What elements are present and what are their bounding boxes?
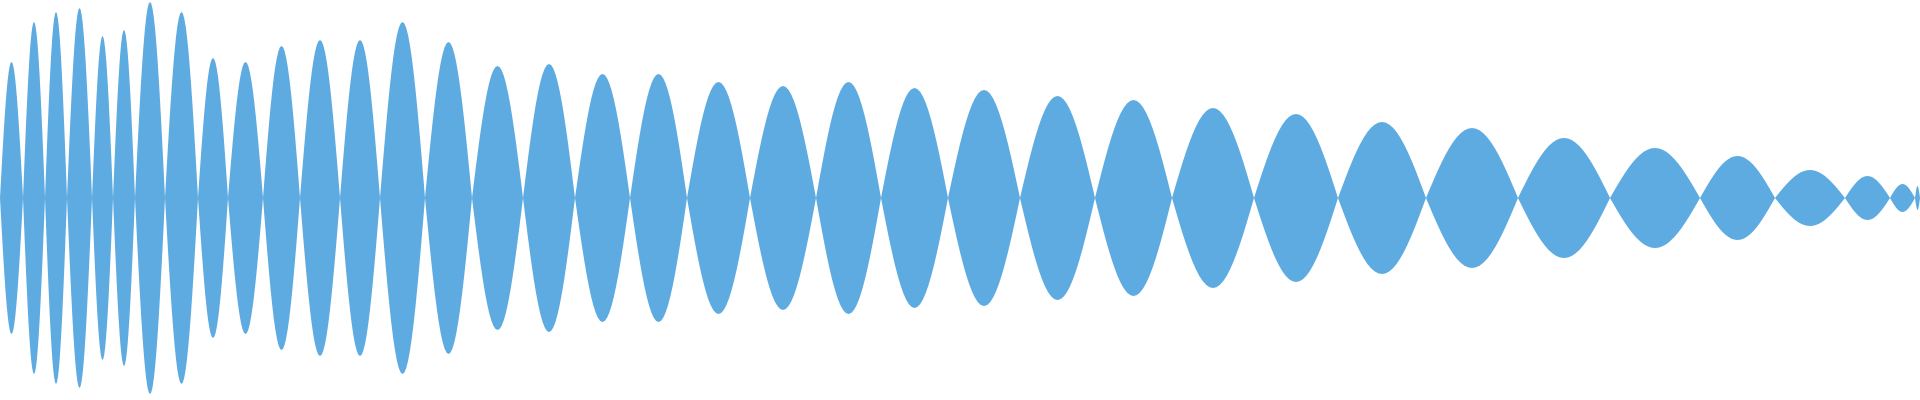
waveform-lobe bbox=[425, 42, 472, 354]
waveform-lobe bbox=[750, 86, 816, 310]
waveform-lobe bbox=[523, 64, 575, 332]
waveform-lobe bbox=[380, 22, 425, 374]
waveform-lobe bbox=[165, 12, 198, 384]
waveform-lobe bbox=[1254, 114, 1338, 282]
waveform-lobe bbox=[92, 36, 113, 360]
waveform-lobe bbox=[687, 82, 750, 314]
waveform-lobe bbox=[1700, 156, 1775, 240]
waveform-lobe bbox=[472, 66, 523, 330]
waveform-lobe bbox=[1172, 108, 1254, 288]
waveform-lobe bbox=[1915, 186, 1920, 210]
waveform-lobe bbox=[67, 8, 92, 388]
waveform-lobe bbox=[113, 30, 135, 366]
waveform-lobe bbox=[135, 2, 165, 394]
waveform-lobe bbox=[1020, 96, 1095, 300]
waveform-lobe bbox=[1890, 184, 1915, 212]
waveform-lobe bbox=[575, 74, 630, 322]
waveform-lobe bbox=[228, 62, 263, 334]
waveform-lobe bbox=[45, 12, 67, 384]
waveform-lobe bbox=[881, 88, 948, 308]
waveform-lobe bbox=[23, 22, 45, 374]
waveform-lobe bbox=[816, 82, 881, 314]
waveform-lobe bbox=[340, 40, 380, 356]
waveform-lobe bbox=[1518, 138, 1610, 258]
waveform-lobe bbox=[1610, 148, 1700, 248]
waveform-lobe bbox=[1845, 176, 1890, 220]
waveform-lobe bbox=[1338, 122, 1426, 274]
waveform-lobe bbox=[1775, 170, 1845, 226]
waveform-lobe bbox=[1426, 128, 1518, 268]
waveform-lobe bbox=[948, 90, 1020, 306]
waveform-lobe bbox=[198, 58, 228, 338]
waveform-lobe bbox=[263, 46, 300, 350]
waveform-lobe bbox=[300, 40, 340, 356]
waveform-lobe bbox=[630, 74, 687, 322]
waveform-lobe bbox=[0, 62, 23, 334]
waveform-lobe bbox=[1095, 100, 1172, 296]
